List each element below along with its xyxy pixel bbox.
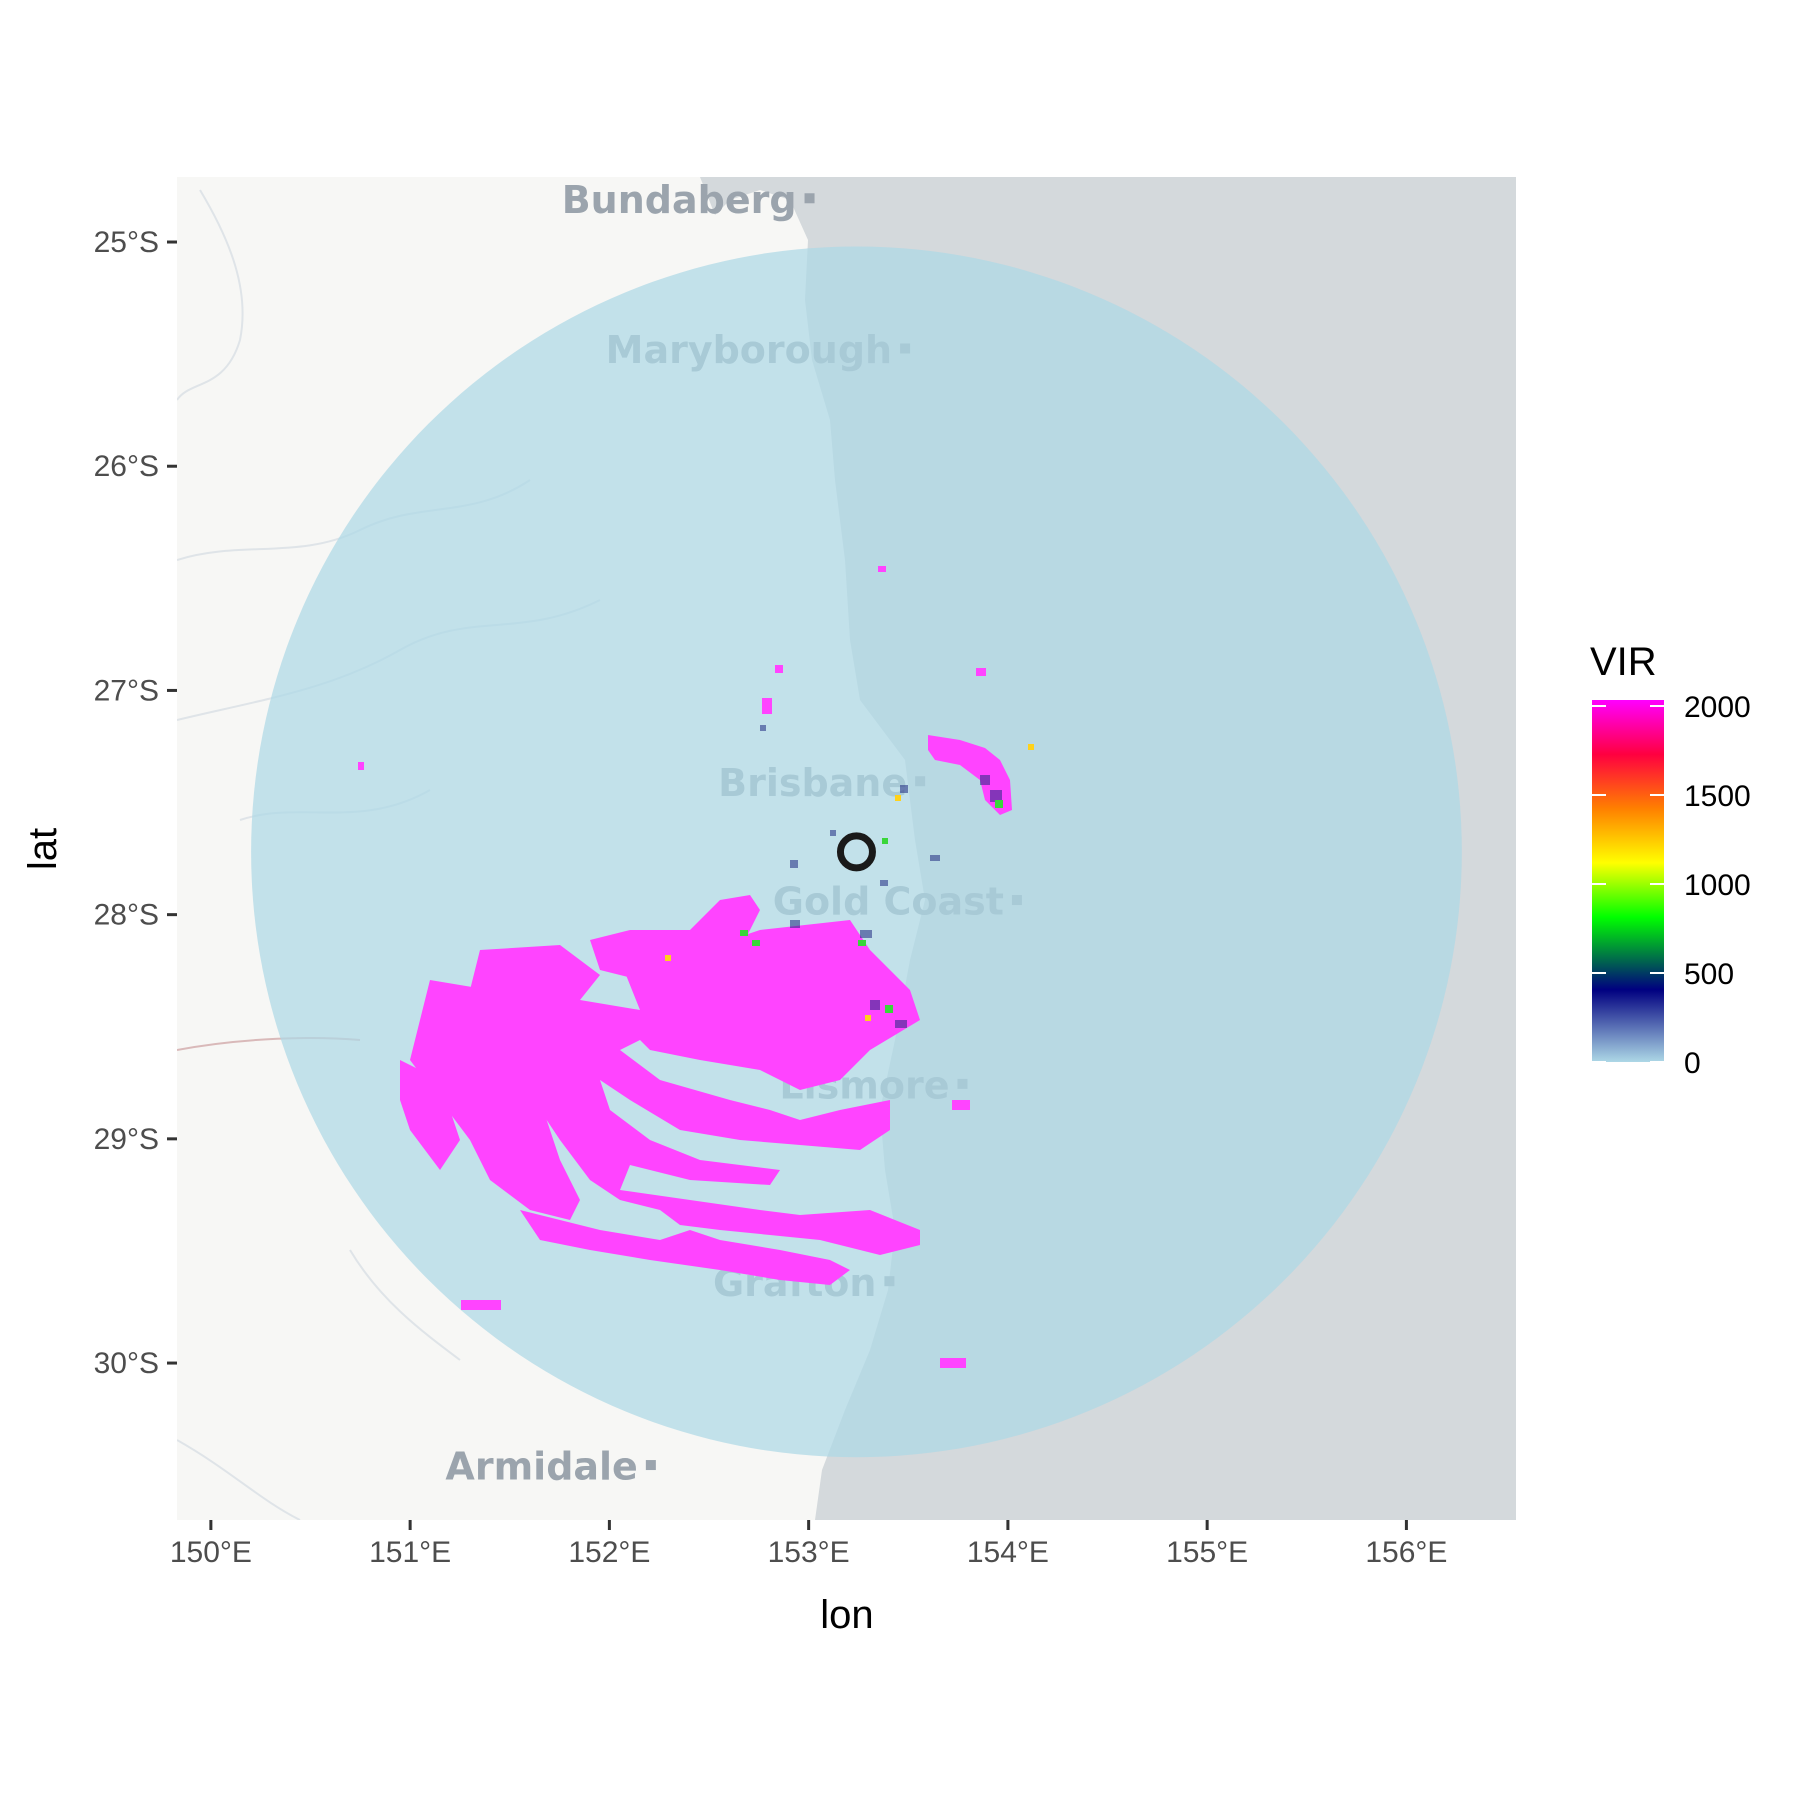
city-label: Bundaberg	[562, 178, 815, 222]
legend-title: VIR	[1590, 640, 1657, 684]
vir-legend: VIR 2000 1500 1000 500 0	[1590, 640, 1751, 1080]
vir-echo-northwest	[590, 895, 860, 980]
y-tick-label: 27°S	[94, 674, 159, 707]
x-axis-title: lon	[820, 1593, 873, 1637]
vir-echo-highlights	[740, 800, 1003, 1013]
city-name: Armidale	[445, 1445, 637, 1489]
y-axis-title: lat	[21, 828, 65, 870]
x-axis: 150°E 151°E 152°E 153°E 154°E 155°E 156°E	[170, 1520, 1447, 1569]
y-tick-label: 26°S	[94, 450, 159, 483]
city-marker	[645, 1460, 656, 1471]
vir-echo-speck	[878, 566, 886, 572]
vir-echo-speck	[358, 762, 364, 770]
legend-label: 0	[1684, 1047, 1701, 1080]
y-tick-label: 28°S	[94, 899, 159, 932]
vir-echo-speck	[461, 1300, 501, 1310]
vir-echo-edges	[760, 725, 1002, 1028]
radar-site-marker	[836, 832, 876, 872]
y-tick-label: 29°S	[94, 1123, 159, 1156]
legend-colorbar	[1592, 700, 1664, 1062]
vir-echo-layer	[358, 566, 1012, 1368]
map-panel[interactable]: BundabergMaryboroughBrisbaneGold CoastLi…	[177, 177, 1516, 1520]
vir-echo-speck	[940, 1358, 966, 1368]
vir-echo-speck	[976, 668, 986, 676]
x-tick-label: 150°E	[170, 1536, 252, 1569]
x-tick-label: 151°E	[369, 1536, 451, 1569]
vir-echo-west-lobe	[410, 980, 580, 1220]
y-axis: 25°S 26°S 27°S 28°S 29°S 30°S	[94, 226, 177, 1380]
vir-echo-south-tail	[520, 1210, 850, 1285]
legend-label: 1500	[1684, 780, 1751, 813]
legend-label: 1000	[1684, 869, 1751, 902]
vir-echo-speck	[762, 698, 772, 714]
x-tick-label: 153°E	[768, 1536, 850, 1569]
radar-coverage-area	[251, 246, 1462, 1458]
x-tick-label: 154°E	[967, 1536, 1049, 1569]
x-tick-label: 152°E	[568, 1536, 650, 1569]
legend-label: 500	[1684, 958, 1734, 991]
city-label: Armidale	[445, 1445, 656, 1489]
y-tick-label: 25°S	[94, 226, 159, 259]
city-marker	[804, 193, 815, 204]
y-tick-label: 30°S	[94, 1347, 159, 1380]
city-name: Bundaberg	[562, 178, 797, 222]
vir-echo-speck	[775, 665, 783, 673]
x-tick-label: 155°E	[1166, 1536, 1248, 1569]
vir-echo-peaks	[665, 744, 1034, 1021]
legend-label: 2000	[1684, 691, 1751, 724]
vir-echo-speck	[952, 1100, 970, 1110]
x-tick-label: 156°E	[1365, 1536, 1447, 1569]
vir-echo-main	[470, 920, 920, 1255]
legend-ticks: 2000 1500 1000 500 0	[1592, 691, 1751, 1080]
vir-echo-far-west	[400, 1060, 460, 1170]
